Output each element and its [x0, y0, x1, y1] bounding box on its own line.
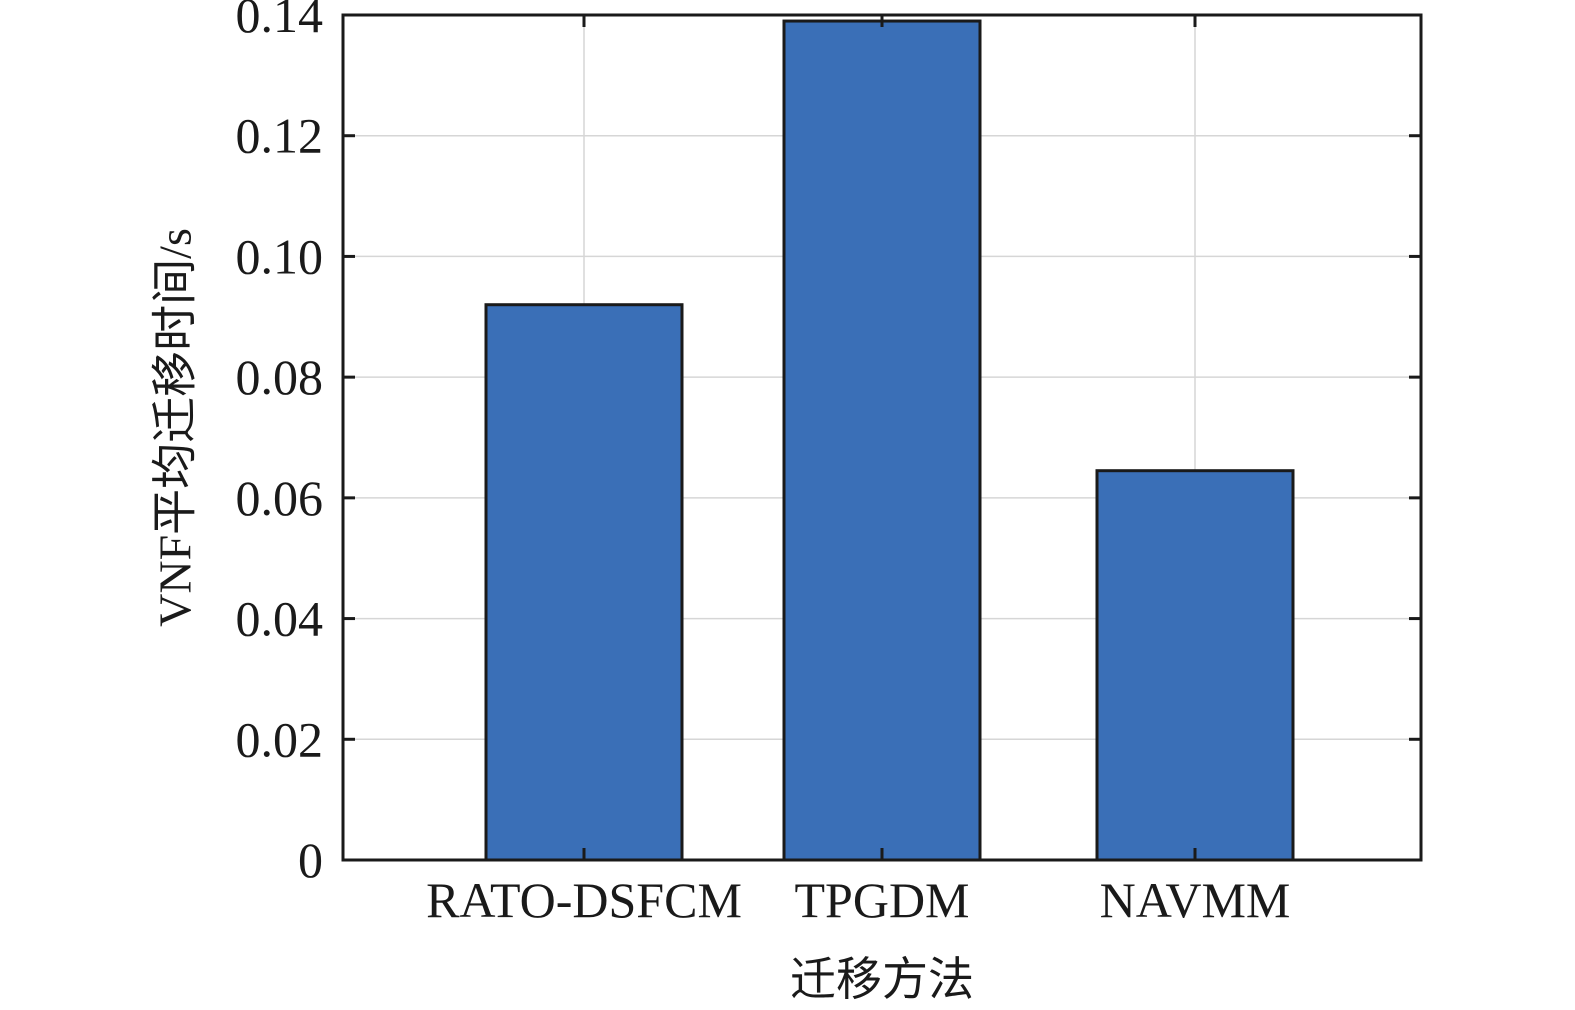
- y-tick-label: 0.02: [236, 711, 324, 767]
- axis-ticks: [343, 13, 1421, 862]
- y-tick-label: 0.08: [236, 349, 324, 405]
- y-tick-label: 0.12: [236, 108, 324, 164]
- y-tick-label: 0.06: [236, 470, 324, 526]
- x-tick-label: NAVMM: [1100, 872, 1291, 928]
- x-tick-label: RATO-DSFCM: [426, 872, 742, 928]
- x-tick-label: TPGDM: [794, 872, 969, 928]
- bar-tpgdm: [782, 19, 982, 862]
- y-tick-labels: 0 0.02 0.04 0.06 0.08 0.10 0.12 0.14: [236, 0, 324, 888]
- x-tick-labels: RATO-DSFCM TPGDM NAVMM: [426, 872, 1290, 928]
- y-axis-title: VNF平均迁移时间/s: [150, 228, 201, 627]
- y-tick-label: 0: [298, 832, 323, 888]
- bar-rato-dsfcm: [484, 303, 684, 862]
- bar-navmm: [1095, 469, 1295, 862]
- y-tick-label: 0.04: [236, 591, 324, 647]
- y-tick-label: 0.14: [236, 0, 324, 43]
- bars: [484, 19, 1295, 862]
- y-tick-label: 0.10: [236, 228, 324, 284]
- x-axis-title: 迁移方法: [790, 954, 974, 1005]
